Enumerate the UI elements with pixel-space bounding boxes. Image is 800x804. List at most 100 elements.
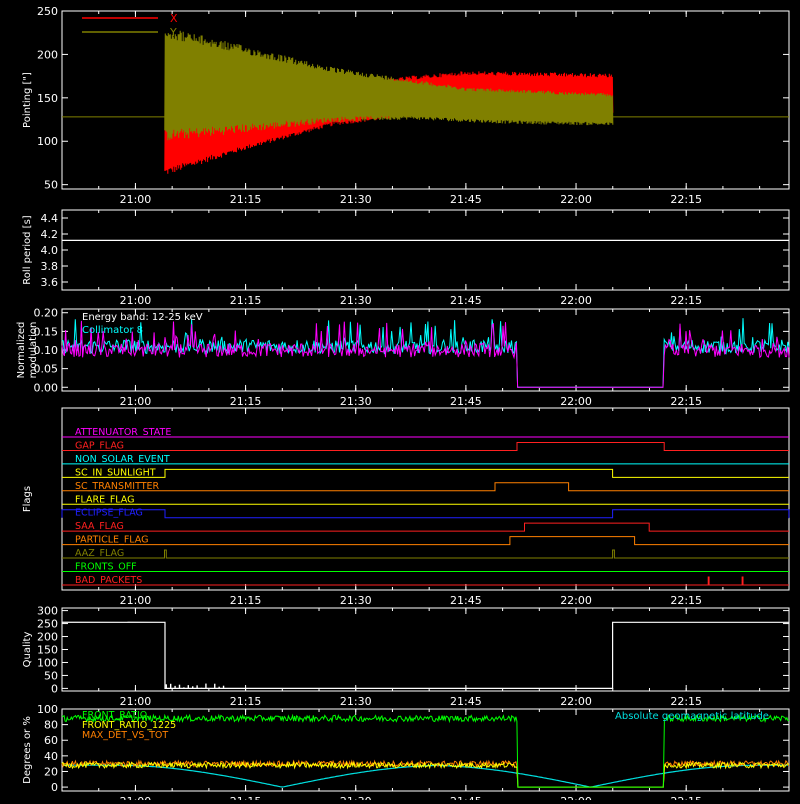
x-tick-label: 22:15 bbox=[670, 294, 702, 307]
degrees-legend-label: FRONT_RATIO_1225 bbox=[82, 720, 176, 731]
flag-line bbox=[62, 482, 789, 492]
flag-label: SC_TRANSMITTER bbox=[75, 481, 160, 492]
plot-frame bbox=[61, 607, 790, 692]
y-tick-label: 3.8 bbox=[41, 260, 59, 273]
x-tick-label: 21:30 bbox=[340, 594, 372, 607]
legend-label: X bbox=[170, 12, 178, 25]
y-tick-label: 150 bbox=[37, 92, 58, 105]
y-tick-label: 250 bbox=[37, 5, 58, 18]
degrees-series bbox=[61, 759, 790, 788]
x-tick-label: 21:15 bbox=[230, 294, 262, 307]
geomagnetic-latitude-line bbox=[62, 764, 789, 788]
flag-label: GAP_FLAG bbox=[75, 440, 124, 451]
y-tick-label: 0.15 bbox=[34, 325, 59, 338]
y-tick-label: 100 bbox=[37, 656, 58, 669]
y-axis-label: Flags bbox=[22, 486, 33, 512]
x-tick-label: 21:45 bbox=[450, 294, 482, 307]
y-tick-label: 4.4 bbox=[41, 212, 59, 225]
x-tick-label: 21:15 bbox=[230, 795, 262, 800]
degrees-series bbox=[61, 760, 790, 788]
degrees-legend-label: MAX_DET_VS_TOT bbox=[82, 730, 168, 741]
y-axis-label: Roll period [s] bbox=[22, 215, 33, 284]
flag-label: FRONTS_OFF bbox=[75, 562, 137, 573]
quality-line bbox=[61, 621, 789, 689]
plot-frame bbox=[61, 10, 790, 190]
x-tick-label: 21:15 bbox=[230, 395, 262, 408]
flag-line bbox=[62, 468, 789, 478]
x-tick-label: 21:30 bbox=[340, 695, 372, 708]
plot-frame bbox=[61, 209, 790, 291]
y-tick-label: 0.20 bbox=[34, 307, 59, 320]
collimator-annotation: Collimator 8 bbox=[82, 325, 143, 336]
flag-label: FLARE_FLAG bbox=[75, 494, 135, 505]
x-tick-label: 21:45 bbox=[450, 695, 482, 708]
y-tick-label: 40 bbox=[44, 750, 58, 763]
x-tick-label: 22:00 bbox=[560, 294, 592, 307]
y-tick-label: 200 bbox=[37, 48, 58, 61]
pointing-series-y bbox=[164, 30, 614, 141]
x-tick-label: 21:00 bbox=[120, 795, 152, 800]
y-tick-label: 100 bbox=[37, 135, 58, 148]
y-tick-label: 100 bbox=[37, 703, 58, 716]
flag-line bbox=[62, 441, 789, 451]
y-tick-label: 3.6 bbox=[41, 276, 59, 289]
y-tick-label: 4.2 bbox=[41, 228, 59, 241]
x-tick-label: 21:45 bbox=[450, 795, 482, 800]
y-tick-label: 150 bbox=[37, 644, 58, 657]
x-tick-label: 21:00 bbox=[120, 695, 152, 708]
x-tick-label: 21:30 bbox=[340, 193, 372, 206]
y-tick-label: 0 bbox=[51, 682, 58, 695]
y-tick-label: 4.0 bbox=[41, 244, 59, 257]
x-tick-label: 21:00 bbox=[120, 395, 152, 408]
flag-label: ECLIPSE_FLAG bbox=[75, 508, 143, 519]
y-tick-label: 50 bbox=[44, 669, 58, 682]
flag-line bbox=[62, 576, 789, 586]
x-tick-label: 21:00 bbox=[120, 594, 152, 607]
y-tick-label: 50 bbox=[44, 179, 58, 192]
pointing-panel: 21:00 21:15 21:30 21:45 22:00 22:15 50 100 150 20… bbox=[22, 5, 790, 206]
x-tick-label: 22:15 bbox=[670, 795, 702, 800]
degrees-series bbox=[61, 713, 790, 788]
y-tick-label: 0.00 bbox=[34, 381, 59, 394]
y-tick-label: 250 bbox=[37, 618, 58, 631]
x-tick-label: 22:15 bbox=[670, 193, 702, 206]
plot-frame bbox=[61, 407, 790, 591]
y-axis-label: Pointing ["] bbox=[22, 72, 33, 128]
flag-label: ATTENUATOR_STATE bbox=[75, 427, 171, 438]
y-axis-label: Normalized bbox=[16, 322, 27, 379]
y-axis-label: modulation bbox=[28, 322, 39, 379]
x-tick-label: 22:00 bbox=[560, 695, 592, 708]
degrees-panel: 21:00 21:15 21:30 21:45 22:00 22:15 0 20 40 60 80 1… bbox=[22, 703, 790, 804]
flag-label: PARTICLE_FLAG bbox=[75, 535, 148, 546]
flag-line bbox=[62, 522, 789, 532]
x-tick-label: 21:45 bbox=[450, 193, 482, 206]
x-tick-label: 21:30 bbox=[340, 395, 372, 408]
y-tick-label: 200 bbox=[37, 631, 58, 644]
x-tick-label: 22:15 bbox=[670, 695, 702, 708]
x-tick-label: 21:15 bbox=[230, 594, 262, 607]
modulation-panel: 21:00 21:15 21:30 21:45 22:00 22:15 0.00 0.05 0.… bbox=[16, 307, 790, 408]
y-tick-label: 0 bbox=[51, 781, 58, 794]
y-tick-label: 0.05 bbox=[34, 363, 59, 376]
x-tick-label: 21:00 bbox=[120, 294, 152, 307]
y-tick-label: 20 bbox=[44, 765, 58, 778]
flag-label: SAA_FLAG bbox=[75, 521, 124, 532]
x-tick-label: 21:45 bbox=[450, 395, 482, 408]
flag-line bbox=[62, 536, 789, 546]
y-axis-label: Quality bbox=[22, 632, 33, 668]
x-tick-label: 22:00 bbox=[560, 193, 592, 206]
energy-band-annotation: Energy band: 12-25 keV bbox=[82, 312, 203, 323]
y-tick-label: 300 bbox=[37, 605, 58, 618]
y-tick-label: 0.10 bbox=[34, 344, 59, 357]
flag-line bbox=[62, 549, 789, 559]
y-tick-label: 80 bbox=[44, 719, 58, 732]
x-tick-label: 21:00 bbox=[120, 193, 152, 206]
quality-panel: 21:00 21:15 21:30 21:45 22:00 22:150501001502… bbox=[22, 605, 790, 708]
flag-label: BAD_PACKETS bbox=[75, 575, 142, 586]
y-tick-label: 60 bbox=[44, 734, 58, 747]
flag-line bbox=[61, 509, 790, 519]
flag-label: AAZ_FLAG bbox=[75, 548, 124, 559]
plot-frame bbox=[61, 708, 790, 792]
